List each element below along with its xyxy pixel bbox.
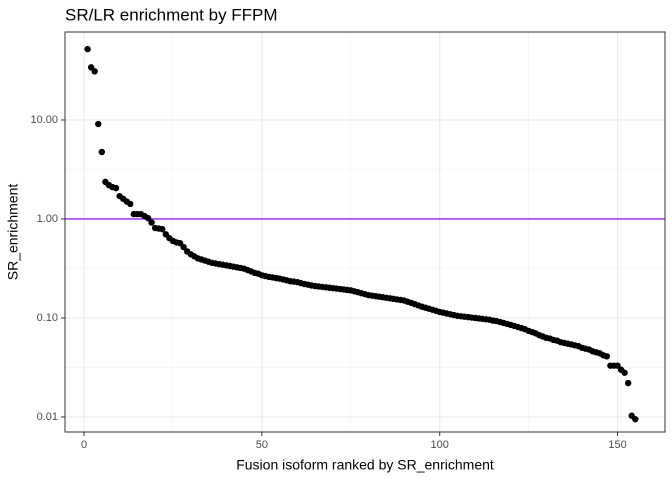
x-tick-label: 0 xyxy=(81,439,87,451)
point xyxy=(621,369,628,376)
x-axis-label: Fusion isoform ranked by SR_enrichment xyxy=(236,457,494,473)
y-tick-label: 0.01 xyxy=(37,411,58,423)
point xyxy=(91,68,98,75)
point xyxy=(159,225,166,233)
x-tick-label: 100 xyxy=(431,439,449,451)
point xyxy=(632,415,639,423)
point xyxy=(84,45,91,53)
point xyxy=(624,379,632,387)
y-axis-label: SR_enrichment xyxy=(5,184,21,281)
point xyxy=(603,353,611,360)
point xyxy=(112,184,120,192)
point xyxy=(144,214,152,222)
panel-border xyxy=(64,31,666,433)
y-tick-label: 0.10 xyxy=(37,312,58,324)
y-tick-label: 1.00 xyxy=(37,213,58,225)
x-tick-label: 150 xyxy=(608,439,626,451)
point xyxy=(127,200,134,208)
y-tick-label: 10.00 xyxy=(30,114,58,126)
point xyxy=(148,219,155,226)
chart-title: SR/LR enrichment by FFPM xyxy=(65,5,278,24)
point xyxy=(95,120,102,128)
x-tick-label: 50 xyxy=(256,439,268,451)
point xyxy=(180,243,187,251)
point xyxy=(98,148,106,156)
